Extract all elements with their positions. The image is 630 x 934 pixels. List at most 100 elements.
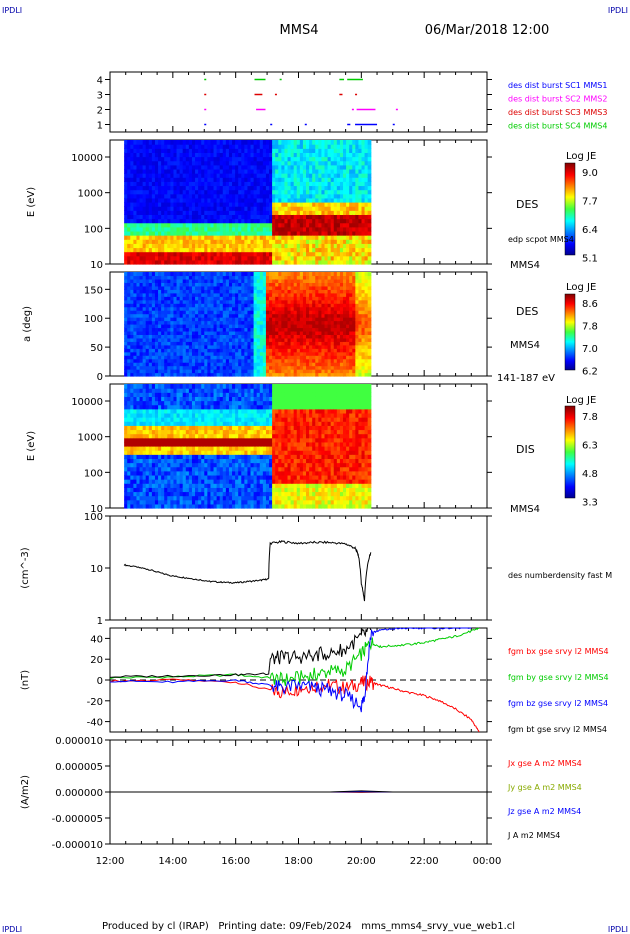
des-pitch-cell [228,334,233,339]
des-pitch-cell [213,289,218,294]
des-energy-cell [349,197,353,203]
des-pitch-cell [321,282,326,287]
des-energy-cell [247,156,252,162]
des-energy-cell [167,206,171,211]
des-pitch-cell [339,299,344,304]
des-energy-cell [269,177,273,182]
des-pitch-cell [219,348,224,353]
des-pitch-cell [241,296,245,301]
des-pitch-cell [290,317,295,322]
des-energy-cell [299,189,304,195]
des-pitch-cell [306,310,310,315]
des-energy-cell [293,181,298,187]
des-pitch-cell [201,369,205,374]
des-pitch-cell [336,372,341,377]
des-energy-cell [250,197,255,203]
des-pitch-cell [253,299,258,304]
des-pitch-cell [244,348,249,353]
des-pitch-cell [253,303,258,308]
des-energy-cell [265,214,270,220]
des-energy-cell [284,189,289,195]
des-pitch-cell [142,372,147,377]
des-pitch-cell [173,289,178,294]
des-energy-cell [176,144,181,149]
des-pitch-cell [142,275,147,280]
des-energy-cell [247,152,252,158]
des-pitch-cell [164,351,168,356]
des-pitch-cell [124,310,128,315]
des-energy-cell [275,247,279,253]
des-energy-cell [198,148,202,153]
des-pitch-cell [235,278,239,283]
des-energy-cell [293,239,298,244]
des-pitch-cell [293,285,298,290]
des-energy-cell [290,177,295,182]
des-energy-cell [228,206,233,211]
des-energy-cell [188,202,193,207]
des-pitch-cell [244,292,249,297]
des-energy-cell [247,226,252,232]
des-pitch-cell [293,358,298,363]
des-energy-cell [170,247,175,253]
des-pitch-cell [253,351,258,356]
des-pitch-cell [253,306,258,311]
des-energy-cell [204,214,208,220]
des-energy-cell [339,202,344,207]
des-pitch-cell [256,310,261,315]
des-pitch-cell [222,324,227,329]
des-pitch-cell [127,303,131,308]
des-pitch-cell [296,327,301,332]
des-pitch-cell [302,362,307,367]
des-pitch-cell [309,299,313,304]
des-energy-cell [210,259,215,265]
des-energy-cell [241,160,245,166]
des-pitch-cell [219,296,224,301]
des-energy-cell [188,235,193,240]
des-energy-cell [293,222,298,228]
des-energy-cell [185,214,190,220]
des-energy-cell [296,160,301,166]
des-pitch-cell [302,324,307,329]
des-energy-cell [333,144,338,149]
des-pitch-cell [269,330,273,335]
des-pitch-cell [333,282,338,287]
des-pitch-cell [222,341,227,346]
des-pitch-cell [167,303,171,308]
des-energy-cell [127,148,131,153]
des-pitch-cell [333,324,338,329]
des-pitch-cell [287,313,292,318]
des-pitch-cell [247,303,252,308]
des-pitch-cell [167,317,171,322]
des-pitch-cell [207,306,212,311]
des-energy-cell [154,140,159,145]
des-pitch-cell [275,324,279,329]
des-energy-cell [250,156,255,162]
des-energy-cell [315,202,319,207]
des-pitch-cell [284,306,289,311]
des-pitch-cell [336,324,341,329]
des-energy-cell [324,226,329,232]
des-pitch-cell [250,303,255,308]
des-energy-cell [136,152,141,158]
des-pitch-cell [204,362,208,367]
des-pitch-cell [235,358,239,363]
des-energy-cell [358,239,363,244]
des-pitch-cell [241,285,245,290]
des-energy-cell [195,185,199,191]
des-energy-cell [349,206,353,211]
des-energy-cell [330,152,335,158]
des-pitch-cell [321,317,326,322]
des-pitch-cell [216,289,221,294]
des-energy-cell [204,156,208,162]
des-pitch-cell [293,327,298,332]
des-pitch-cell [250,365,255,370]
des-pitch-cell [293,313,298,318]
des-energy-cell [219,189,224,195]
des-energy-cell [253,255,258,261]
des-energy-cell [179,239,184,244]
des-pitch-cell [299,317,304,322]
des-energy-cell [284,164,289,170]
des-pitch-cell [170,334,175,339]
des-energy-cell [253,185,258,191]
des-pitch-cell [164,334,168,339]
